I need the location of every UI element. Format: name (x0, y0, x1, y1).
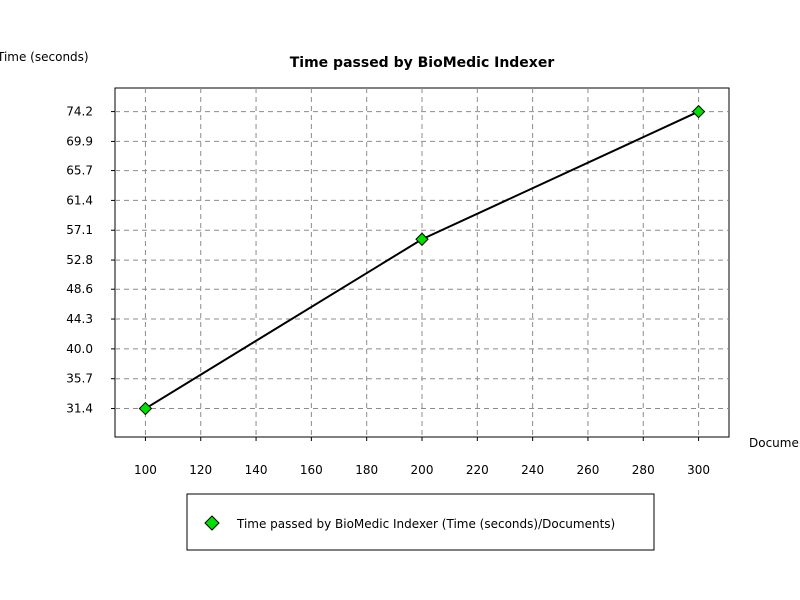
y-tick-label: 31.4 (66, 402, 93, 416)
x-tick-label: 280 (632, 463, 655, 477)
x-tick-label: 100 (134, 463, 157, 477)
y-tick-label: 57.1 (66, 223, 93, 237)
legend-label: Time passed by BioMedic Indexer (Time (s… (236, 517, 615, 531)
y-tick-label: 65.7 (66, 164, 93, 178)
chart-title: Time passed by BioMedic Indexer (290, 55, 555, 71)
x-tick-label: 260 (576, 463, 599, 477)
y-tick-label: 69.9 (66, 134, 93, 148)
y-tick-label: 74.2 (66, 105, 93, 119)
data-point (691, 104, 706, 119)
x-tick-label: 140 (245, 463, 268, 477)
data-point (138, 401, 153, 416)
legend-marker-diamond (204, 515, 220, 531)
y-tick-label: 61.4 (66, 193, 93, 207)
x-tick-label: 160 (300, 463, 323, 477)
y-tick-label: 44.3 (66, 312, 93, 326)
data-point (415, 232, 429, 246)
x-tick-label: 300 (687, 463, 710, 477)
x-tick-label: 120 (189, 463, 212, 477)
grid (115, 88, 729, 437)
y-axis-label: Time (seconds) (0, 50, 89, 64)
x-tick-label: 220 (466, 463, 489, 477)
legend-box (186, 493, 655, 551)
axis-ticks: 100 120 140 160 180 200 220 240 260 280 300 31.4 35.… (66, 105, 710, 477)
x-tick-label: 240 (521, 463, 544, 477)
x-tick-label: 180 (355, 463, 378, 477)
y-tick-label: 40.0 (66, 342, 93, 356)
y-tick-label: 52.8 (66, 253, 93, 267)
y-tick-label: 48.6 (66, 282, 93, 296)
series-layer (138, 104, 706, 416)
y-tick-label: 35.7 (66, 372, 93, 386)
x-tick-label: 200 (411, 463, 434, 477)
x-axis-label: Documents (749, 436, 800, 450)
